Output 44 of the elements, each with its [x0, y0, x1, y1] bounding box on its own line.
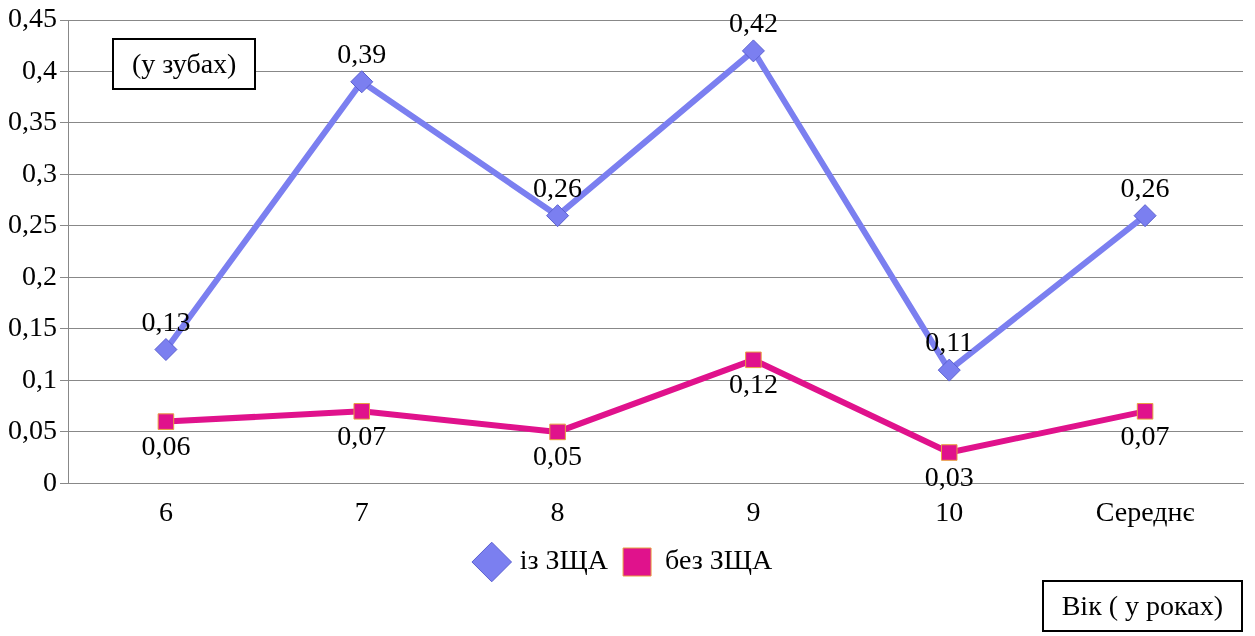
point	[937, 358, 961, 382]
y-tick-label: 0,4	[22, 53, 57, 85]
y-tick-label: 0,2	[22, 259, 57, 291]
point	[1136, 403, 1154, 420]
data-label: 0,05	[533, 440, 583, 472]
data-label: 0,07	[1120, 419, 1170, 451]
y-tick-label: 0,45	[8, 2, 57, 34]
x-tick-label: 8	[550, 495, 565, 527]
y-tick-label: 0,35	[8, 105, 57, 137]
point	[154, 338, 178, 362]
point	[546, 204, 570, 228]
y-tick-label: 0,1	[22, 362, 57, 394]
point	[353, 403, 371, 420]
point	[157, 413, 175, 430]
x-tick-label: 6	[158, 495, 173, 527]
point	[741, 39, 765, 63]
x-tick-label: 7	[354, 495, 369, 527]
point	[350, 70, 374, 94]
x-tick-label: 9	[746, 495, 761, 527]
point	[549, 423, 566, 441]
data-label: 0,03	[924, 460, 974, 492]
y-tick-label: 0,25	[8, 208, 57, 240]
y-axis-title: (у зубах)	[112, 38, 257, 90]
x-tick-label: 10	[935, 495, 964, 527]
point	[1133, 204, 1157, 228]
data-label: 0,12	[728, 368, 778, 400]
point	[745, 351, 762, 369]
x-tick-label: Середнє	[1095, 495, 1195, 527]
point	[940, 444, 958, 461]
y-tick-label: 0,15	[8, 311, 57, 343]
data-label: 0,26	[1120, 172, 1170, 204]
y-tick-label: 0,05	[8, 414, 57, 446]
legend-label: із ЗЩА	[519, 544, 609, 576]
y-tick-label: 0	[43, 465, 57, 497]
x-axis-title: Вік ( у роках)	[1041, 580, 1243, 632]
data-label: 0,07	[337, 419, 387, 451]
y-tick-label: 0,3	[22, 156, 57, 188]
legend-label: без ЗЩА	[665, 544, 774, 576]
data-label: 0,13	[141, 305, 191, 337]
data-label: 0,11	[925, 326, 974, 358]
data-label: 0,26	[533, 172, 583, 204]
data-label: 0,06	[141, 429, 191, 461]
data-label: 0,42	[728, 7, 778, 39]
data-label: 0,39	[337, 38, 387, 70]
